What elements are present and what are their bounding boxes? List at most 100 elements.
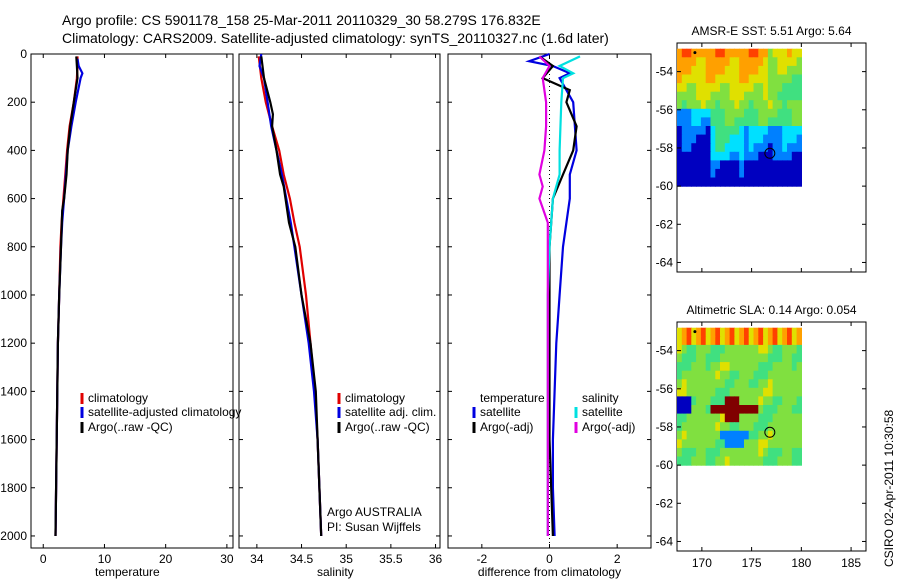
heatmap-cell — [767, 336, 774, 346]
heatmap-cell — [705, 65, 712, 76]
heatmap-cell — [767, 108, 774, 118]
heatmap-cell — [787, 362, 793, 372]
heatmap-cell — [677, 117, 683, 127]
heatmap-cell — [691, 430, 697, 440]
heatmap-cell — [710, 387, 716, 397]
heatmap-cell — [787, 143, 793, 153]
heatmap-cell — [787, 91, 793, 101]
heatmap-cell — [729, 370, 735, 380]
heatmap-cell — [772, 91, 778, 101]
heatmap-cell — [791, 396, 798, 406]
heatmap-cell — [729, 126, 735, 136]
heatmap-cell — [724, 117, 731, 127]
heatmap-cell — [700, 447, 707, 458]
heatmap-cell — [724, 439, 731, 449]
heatmap-cell — [720, 456, 726, 466]
heatmap-cell — [681, 168, 688, 179]
heatmap-cell — [724, 143, 731, 153]
heatmap-cell — [715, 177, 721, 187]
heatmap-cell — [705, 413, 712, 423]
heatmap-cell — [787, 177, 793, 187]
heatmap-cell — [772, 168, 778, 179]
heatmap-cell — [739, 396, 745, 406]
heatmap-cell — [691, 387, 697, 397]
heatmap-cell — [744, 336, 750, 346]
heatmap-cell — [763, 379, 769, 389]
heatmap-cell — [696, 83, 702, 93]
heatmap-cell — [767, 48, 774, 58]
heatmap-cell — [739, 151, 745, 161]
heatmap-cell — [782, 151, 788, 161]
y-tick-label: -64 — [656, 534, 674, 548]
heatmap-cell — [758, 413, 764, 423]
heatmap-cell — [758, 65, 764, 76]
heatmap-cell — [767, 430, 774, 440]
heatmap-cell — [748, 336, 755, 346]
heatmap-cell — [696, 456, 702, 466]
heatmap-cell — [744, 344, 750, 355]
heatmap-cell — [782, 422, 788, 432]
heatmap-cell — [715, 387, 721, 397]
heatmap-cell — [724, 413, 731, 423]
heatmap-cell — [739, 83, 745, 93]
heatmap-cell — [748, 422, 755, 432]
heatmap-cell — [772, 151, 778, 161]
heatmap-cell — [734, 413, 740, 423]
heatmap-cell — [691, 143, 697, 153]
heatmap-cell — [791, 65, 798, 76]
heatmap-cell — [681, 447, 688, 458]
heatmap-cell — [681, 405, 688, 415]
heatmap-cell — [700, 439, 707, 449]
heatmap-cell — [686, 336, 692, 346]
heatmap-cell — [720, 387, 726, 397]
heatmap-cell — [696, 134, 702, 144]
heatmap-cell — [686, 327, 692, 337]
heatmap-cell — [729, 151, 735, 161]
heatmap-cell — [796, 126, 802, 136]
heatmap-cell — [777, 160, 783, 170]
heatmap-cell — [734, 57, 740, 67]
heatmap-cell — [796, 57, 802, 67]
heatmap-cell — [710, 405, 716, 415]
heatmap-cell — [720, 422, 726, 432]
heatmap-cell — [748, 151, 755, 161]
heatmap-cell — [782, 143, 788, 153]
heatmap-cell — [724, 422, 731, 432]
heatmap-cell — [705, 396, 712, 406]
heatmap-cell — [677, 177, 683, 187]
heatmap-cell — [796, 405, 802, 415]
heatmap-cell — [715, 134, 721, 144]
heatmap-cell — [748, 327, 755, 337]
heatmap-cell — [787, 327, 793, 337]
heatmap-cell — [787, 65, 793, 76]
heatmap-cell — [734, 379, 740, 389]
heatmap-cell — [782, 134, 788, 144]
heatmap-cell — [720, 405, 726, 415]
x-tick-label: 34.5 — [290, 552, 314, 566]
sla-map-heatmap — [677, 327, 802, 466]
heatmap-cell — [767, 151, 774, 161]
heatmap-cell — [729, 160, 735, 170]
heatmap-cell — [753, 327, 759, 337]
heatmap-cell — [753, 143, 759, 153]
heatmap-cell — [782, 74, 788, 84]
x-tick-label: -2 — [476, 552, 487, 566]
heatmap-cell — [691, 83, 697, 93]
y-tick-label: -60 — [656, 458, 674, 472]
heatmap-cell — [772, 362, 778, 372]
heatmap-cell — [705, 48, 712, 58]
heatmap-cell — [791, 151, 798, 161]
heatmap-cell — [791, 83, 798, 93]
heatmap-cell — [705, 74, 712, 84]
heatmap-cell — [744, 83, 750, 93]
heatmap-cell — [763, 362, 769, 372]
heatmap-cell — [729, 405, 735, 415]
heatmap-cell — [796, 48, 802, 58]
heatmap-cell — [782, 117, 788, 127]
heatmap-cell — [686, 57, 692, 67]
heatmap-cell — [796, 117, 802, 127]
heatmap-cell — [710, 336, 716, 346]
heatmap-cell — [758, 134, 764, 144]
heatmap-cell — [696, 327, 702, 337]
heatmap-cell — [772, 439, 778, 449]
